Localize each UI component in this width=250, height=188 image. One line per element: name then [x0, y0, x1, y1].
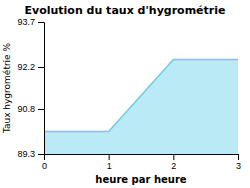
chart: 0 1 2 3 89.3 90.8 92.2 93.7Evolution du taux d'…: [0, 0, 250, 188]
tick: 89.3: [17, 149, 44, 159]
tick: 0: [42, 154, 47, 171]
tick: 1: [107, 154, 112, 171]
marks: [44, 60, 238, 155]
tick-mark: [38, 109, 44, 110]
tick-label: 3: [236, 161, 241, 171]
tick-mark: [173, 154, 174, 160]
tick: 93.7: [17, 17, 44, 27]
tick-label: 90.8: [17, 104, 35, 114]
y-axis: 89.3 90.8 92.2 93.7: [17, 17, 44, 159]
tick: 92.2: [17, 62, 44, 72]
title: Evolution du taux d'hygrométrie: [25, 4, 226, 17]
y-label: Taux hygrométrie %: [2, 42, 12, 134]
tick-label: 93.7: [17, 17, 35, 27]
line: [44, 60, 238, 132]
tick: 2: [171, 154, 176, 171]
tick-mark: [38, 67, 44, 68]
area: [44, 60, 238, 155]
tick-label: 89.3: [17, 149, 35, 159]
tick-label: 2: [171, 161, 176, 171]
tick-mark: [238, 154, 239, 160]
tick-label: 0: [42, 161, 47, 171]
tick: 90.8: [17, 104, 44, 114]
tick-label: 92.2: [17, 62, 35, 72]
tick: 3: [236, 154, 241, 171]
plot-area: 0 1 2 3 89.3 90.8 92.2 93.7: [17, 17, 241, 171]
x-axis: 0 1 2 3: [42, 154, 241, 171]
tick-label: 1: [107, 161, 112, 171]
axis-line: [45, 155, 239, 161]
x-label: heure par heure: [95, 174, 186, 185]
tick-mark: [38, 22, 44, 23]
tick-mark: [109, 154, 110, 160]
tick-mark: [38, 154, 44, 155]
axis-line: [38, 23, 45, 155]
